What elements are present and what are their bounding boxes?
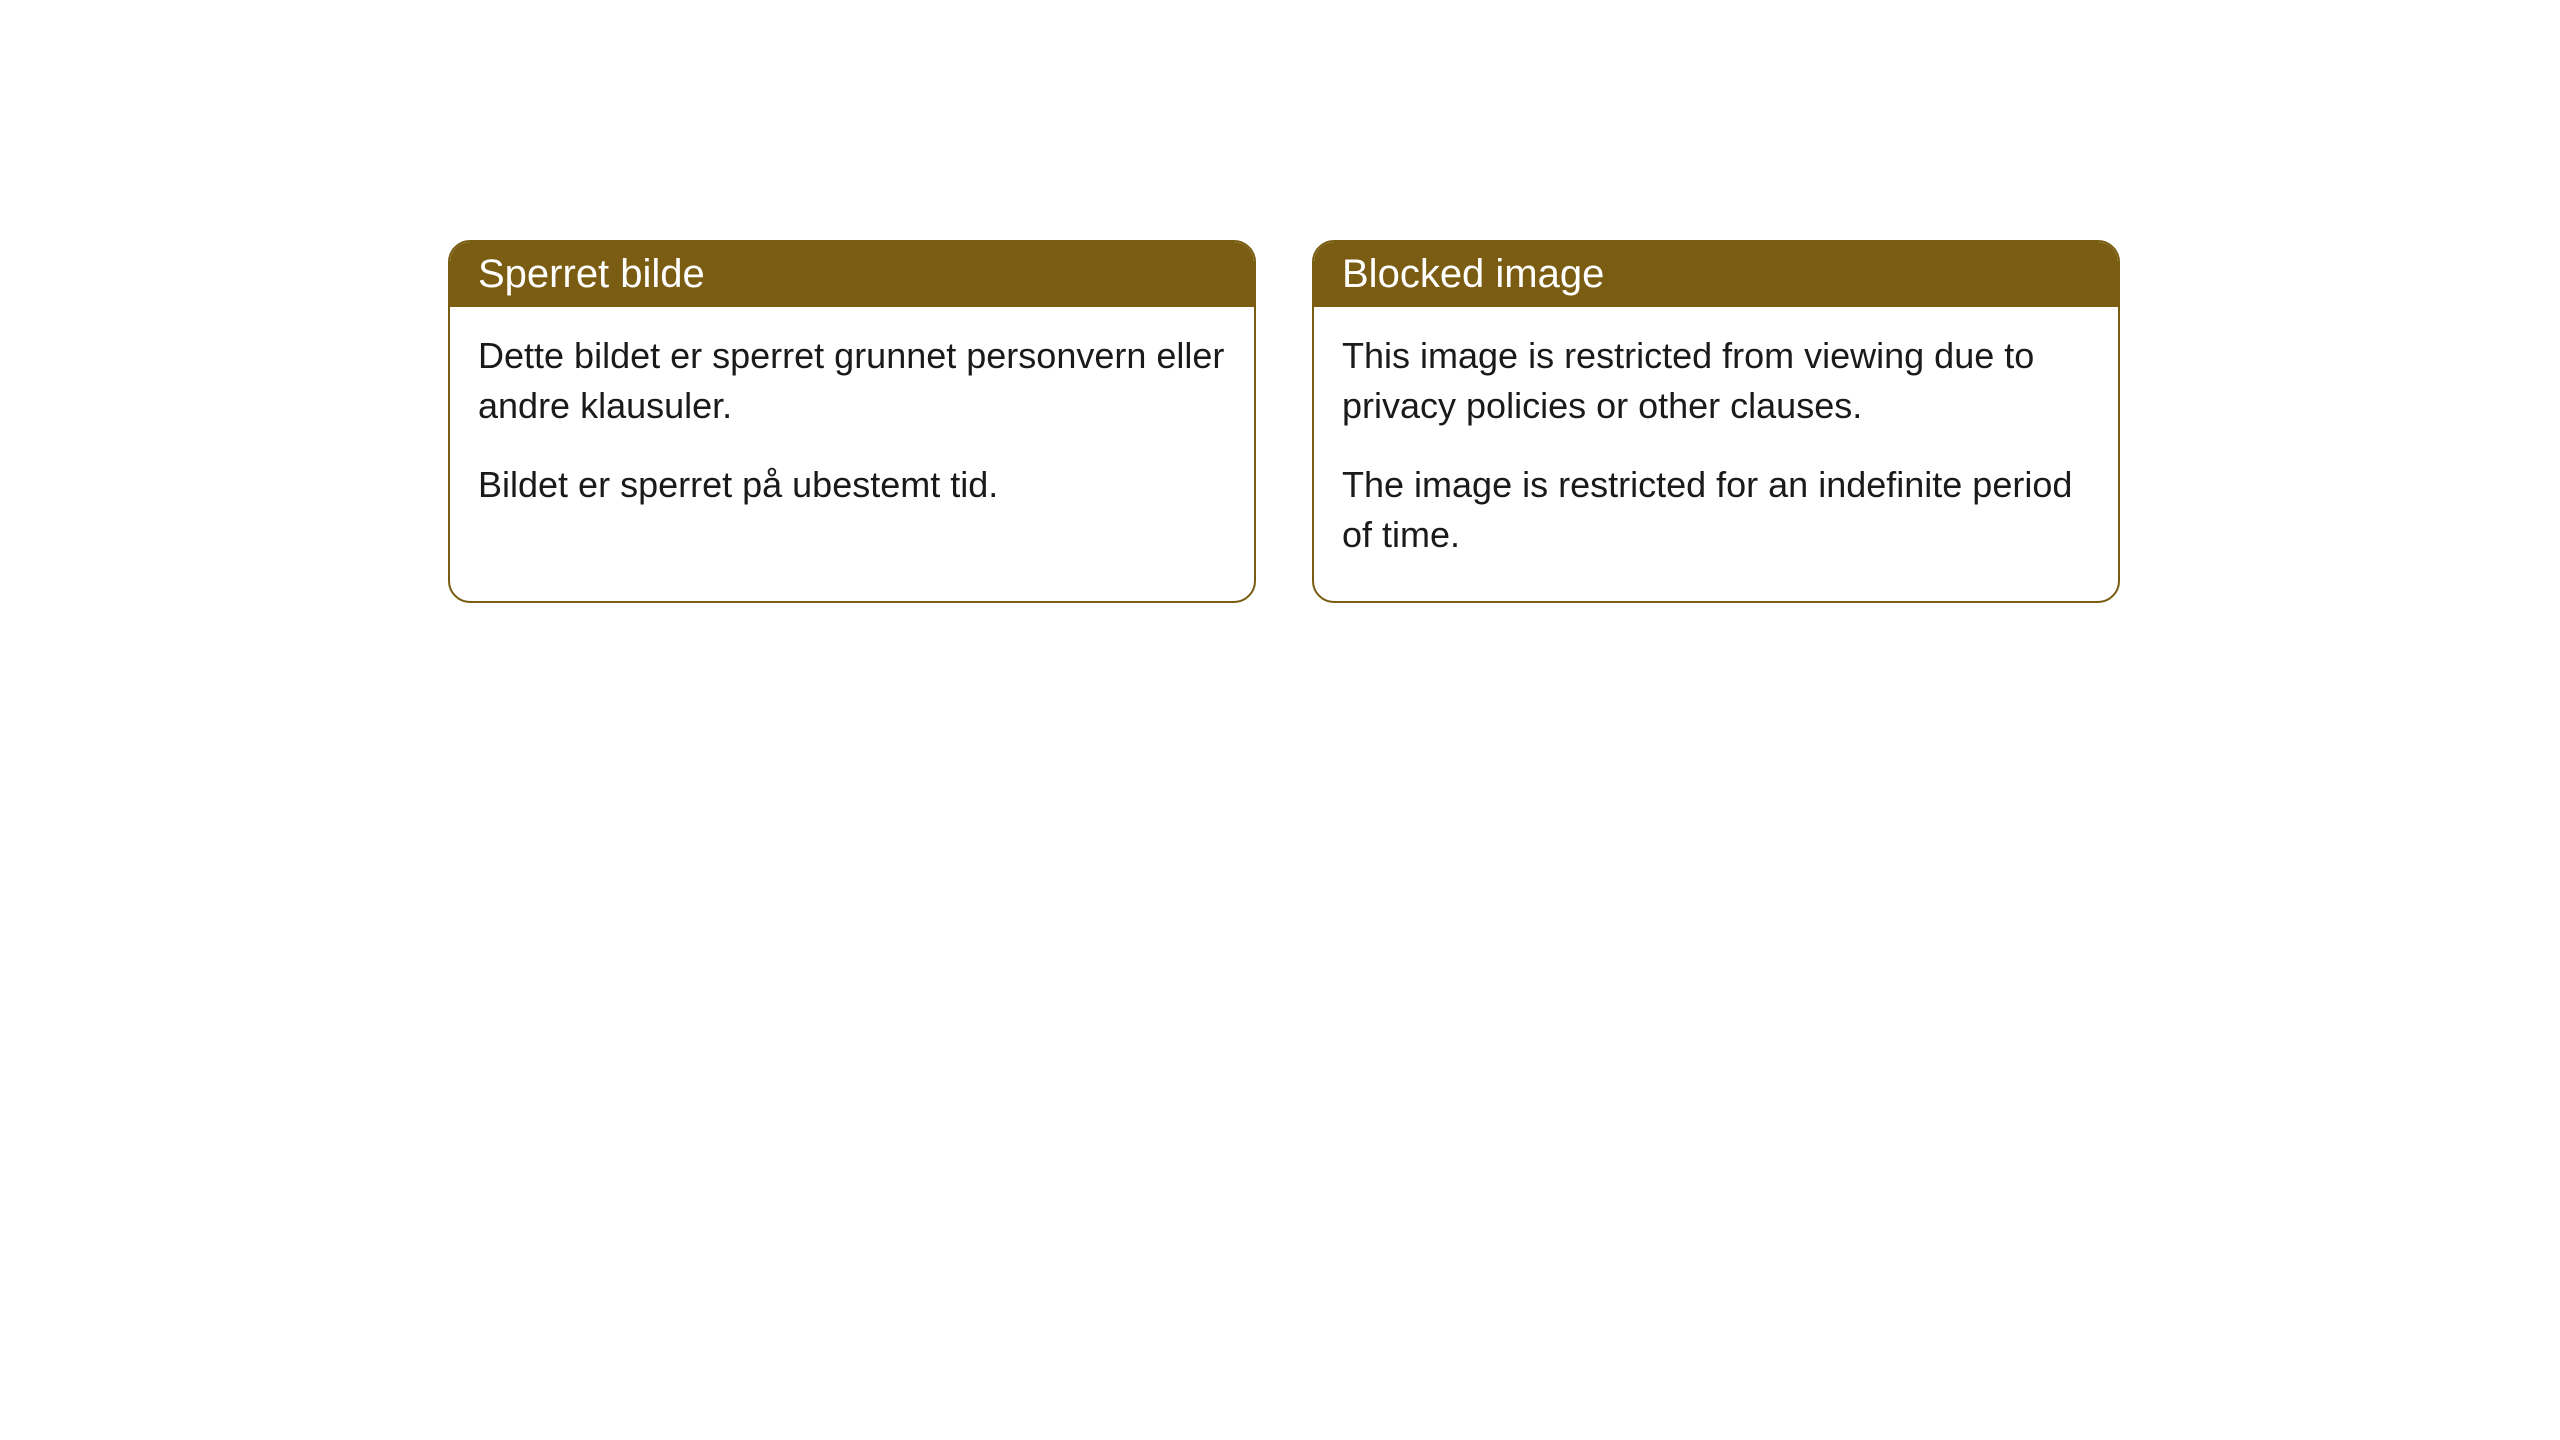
card-body-english: This image is restricted from viewing du… xyxy=(1314,307,2118,601)
card-body-norwegian: Dette bildet er sperret grunnet personve… xyxy=(450,307,1254,550)
card-norwegian: Sperret bilde Dette bildet er sperret gr… xyxy=(448,240,1256,603)
card-paragraph-1: Dette bildet er sperret grunnet personve… xyxy=(478,331,1226,432)
card-header-english: Blocked image xyxy=(1314,242,2118,307)
card-header-norwegian: Sperret bilde xyxy=(450,242,1254,307)
card-paragraph-2: Bildet er sperret på ubestemt tid. xyxy=(478,460,1226,510)
card-paragraph-1: This image is restricted from viewing du… xyxy=(1342,331,2090,432)
card-title: Blocked image xyxy=(1342,252,1604,296)
card-english: Blocked image This image is restricted f… xyxy=(1312,240,2120,603)
cards-container: Sperret bilde Dette bildet er sperret gr… xyxy=(0,0,2560,603)
card-title: Sperret bilde xyxy=(478,252,705,296)
card-paragraph-2: The image is restricted for an indefinit… xyxy=(1342,460,2090,561)
